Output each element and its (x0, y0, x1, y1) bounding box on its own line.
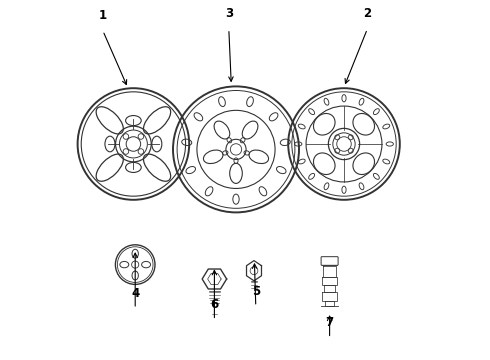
Text: 2: 2 (364, 7, 371, 20)
Text: 4: 4 (131, 287, 139, 300)
Text: 5: 5 (252, 285, 260, 298)
Text: 6: 6 (210, 298, 219, 311)
Text: 1: 1 (99, 9, 107, 22)
Text: 7: 7 (325, 316, 334, 329)
Text: 3: 3 (225, 7, 233, 20)
